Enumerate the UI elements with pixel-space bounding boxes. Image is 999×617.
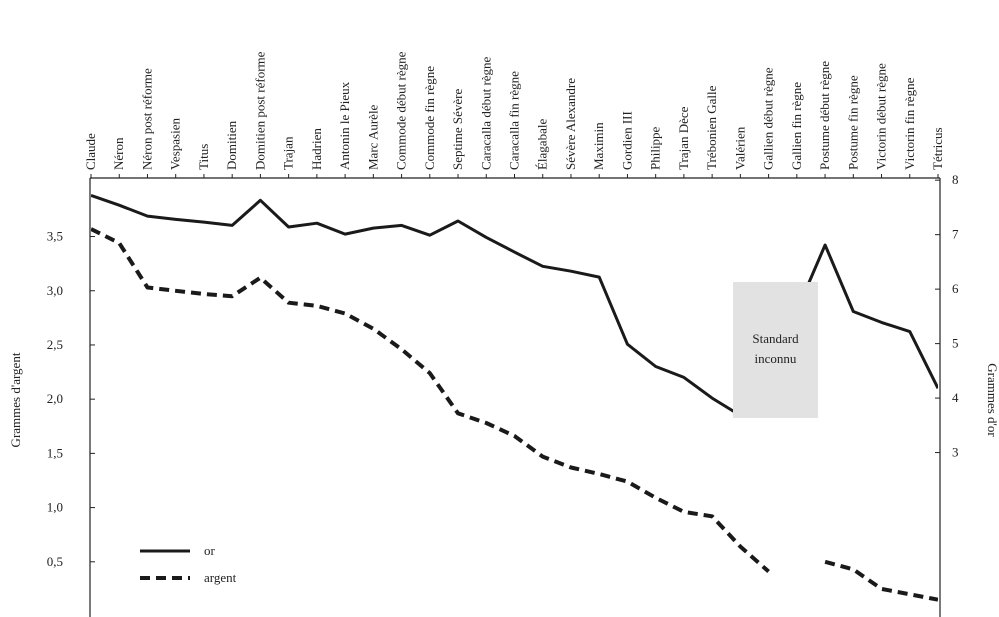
x-tick-label: Commode début règne — [394, 51, 409, 170]
y-axis-label: Grammes d'argent — [8, 352, 23, 447]
legend-label: or — [204, 543, 216, 558]
x-tick-label: Gordien III — [619, 111, 634, 170]
annotation-text: inconnu — [755, 351, 797, 366]
y2-tick-label: 4 — [952, 390, 959, 405]
y-tick-label: 1,0 — [47, 500, 63, 515]
y2-axis-label: Grammes d'or — [985, 363, 999, 437]
x-tick-label: Trajan — [281, 136, 296, 170]
x-tick-label: Gallien début règne — [761, 67, 776, 170]
x-tick-label: Antonin le Pieux — [337, 81, 352, 170]
y2-tick-label: 7 — [952, 227, 959, 242]
y-tick-label: 2,5 — [47, 337, 63, 352]
x-tick-label: Sévère Alexandre — [563, 78, 578, 170]
y2-tick-label: 8 — [952, 172, 959, 187]
x-tick-label: Néron — [111, 137, 126, 170]
annotation-text: Standard — [752, 331, 799, 346]
x-tick-label: Philippe — [648, 126, 663, 170]
x-tick-label: Titus — [196, 144, 211, 170]
x-tick-label: Victorin fin règne — [902, 77, 917, 170]
x-tick-label: Tétricus — [930, 127, 945, 170]
y-tick-label: 3,5 — [47, 229, 63, 244]
y-tick-label: 2,0 — [47, 391, 63, 406]
y-tick-label: 1,5 — [47, 445, 63, 460]
x-tick-label: Maximin — [591, 122, 606, 170]
x-tick-label: Vespasien — [168, 118, 183, 170]
y2-tick-label: 5 — [952, 336, 959, 351]
series-line — [91, 193, 742, 417]
x-tick-label: Domitien post réforme — [252, 51, 267, 170]
x-tick-label: Postume fin règne — [845, 75, 860, 170]
series-line — [824, 559, 938, 602]
x-tick-label: Domitien — [224, 120, 239, 170]
y2-tick-label: 6 — [952, 281, 959, 296]
x-tick-label: Élagabale — [535, 119, 550, 170]
x-tick-label: Hadrien — [309, 128, 324, 170]
y-tick-label: 3,0 — [47, 283, 63, 298]
x-tick-label: Trajan Dèce — [676, 106, 691, 170]
x-tick-label: Valérien — [732, 126, 747, 170]
series-line — [795, 243, 938, 389]
x-tick-label: Trébonien Galle — [704, 85, 719, 170]
x-tick-label: Gallien fin règne — [789, 82, 804, 170]
x-tick-label: Postume début règne — [817, 61, 832, 170]
x-tick-label: Septime Sévère — [450, 89, 465, 170]
x-tick-label: Victorin début règne — [874, 63, 889, 170]
x-tick-label: Caracalla début règne — [478, 56, 493, 170]
x-tick-label: Commode fin règne — [422, 66, 437, 170]
x-tick-label: Marc Aurèle — [365, 104, 380, 170]
y2-tick-label: 3 — [952, 445, 959, 460]
x-tick-label: Caracalla fin règne — [507, 71, 522, 170]
x-tick-label: Claude — [83, 133, 98, 170]
x-tick-label: Néron post réforme — [139, 68, 154, 170]
series-line — [91, 227, 770, 573]
legend-label: argent — [204, 570, 237, 585]
y-tick-label: 0,5 — [47, 554, 63, 569]
annotation-box — [733, 282, 818, 418]
